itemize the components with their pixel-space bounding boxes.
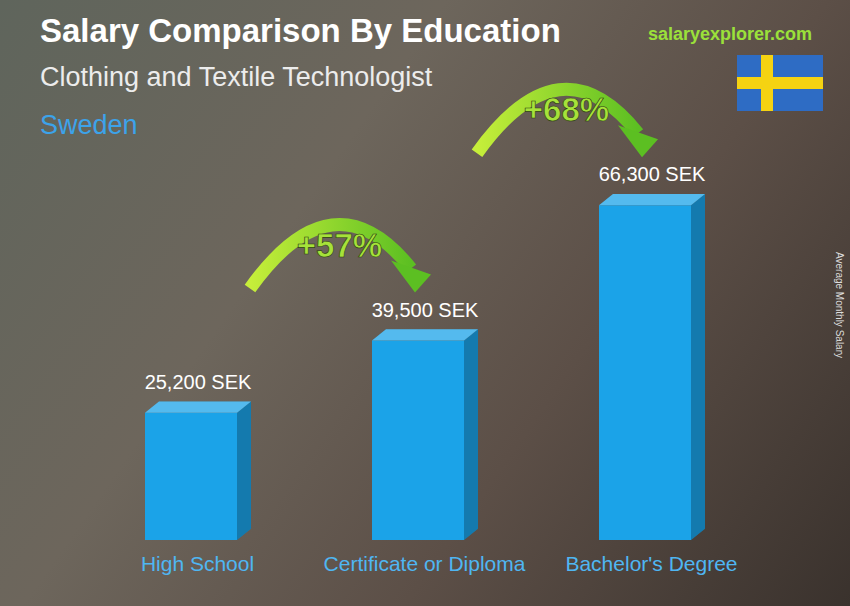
svg-text:Average Monthly Salary: Average Monthly Salary (834, 252, 842, 358)
html-text:Salary Comparison By Education: Salary Comparison By Education (40, 12, 561, 49)
svg-text:25,200 SEK: 25,200 SEK (145, 371, 252, 393)
svg-text:+57%: +57% (297, 227, 382, 264)
svg-text:+68%: +68% (524, 91, 609, 128)
svg-text:66,300 SEK: 66,300 SEK (599, 163, 706, 185)
svg-text:39,500 SEK: 39,500 SEK (372, 299, 479, 321)
svg-text:High School: High School (141, 552, 254, 575)
svg-text:Certificate or Diploma: Certificate or Diploma (324, 552, 526, 575)
html-text:salaryexplorer.com: salaryexplorer.com (648, 24, 813, 44)
svg-text:Bachelor's Degree: Bachelor's Degree (565, 552, 737, 575)
html-text:Sweden: Sweden (40, 110, 138, 140)
html-text:Clothing and Textile Technolog: Clothing and Textile Technologist (40, 62, 433, 92)
